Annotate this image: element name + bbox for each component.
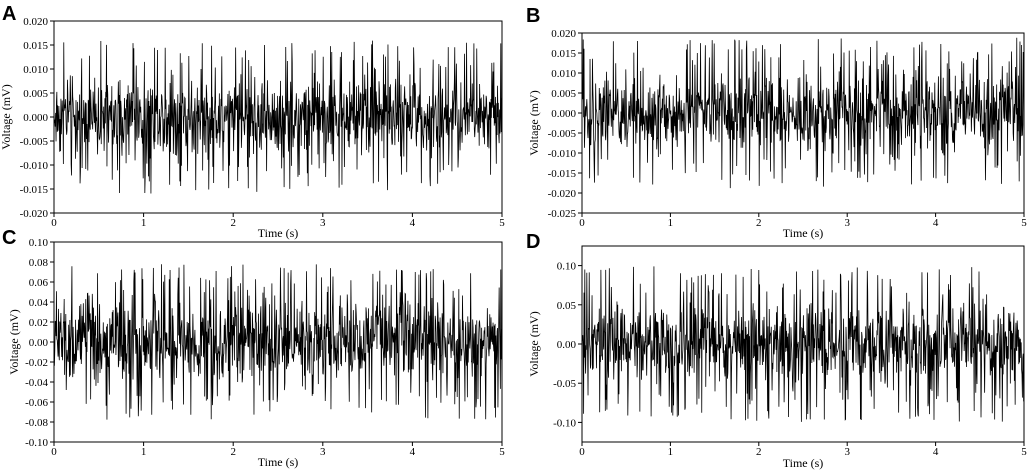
x-tick-label-c-1: 1 <box>141 446 147 458</box>
y-tick-label-d-4: -0.10 <box>553 417 576 429</box>
y-tick-label-b-8: -0.020 <box>548 188 577 200</box>
y-tick-label-b-9: -0.025 <box>548 208 577 220</box>
y-tick-label-b-3: 0.005 <box>551 88 576 100</box>
x-tick-label-b-0: 0 <box>579 217 585 229</box>
x-tick-label-b-5: 5 <box>1021 217 1027 229</box>
y-tick-label-d-2: 0.00 <box>557 339 577 351</box>
y-tick-label-a-8: -0.020 <box>20 208 49 220</box>
x-tick-label-d-4: 4 <box>933 446 939 458</box>
x-tick-label-c-2: 2 <box>230 446 236 458</box>
y-tick-label-b-0: 0.020 <box>551 28 576 40</box>
signal-trace-a <box>53 40 503 194</box>
y-tick-label-c-10: -0.10 <box>25 437 48 449</box>
panel-letter-a: A <box>2 3 16 25</box>
y-tick-label-d-0: 0.10 <box>557 261 577 273</box>
x-axis-title-d: Time (s) <box>783 456 824 470</box>
y-tick-label-c-8: -0.06 <box>25 397 48 409</box>
x-tick-label-c-0: 0 <box>51 446 57 458</box>
x-tick-label-d-2: 2 <box>756 446 762 458</box>
y-tick-label-a-6: -0.010 <box>20 160 49 172</box>
y-tick-label-b-4: 0.000 <box>551 108 576 120</box>
x-tick-label-a-5: 5 <box>499 217 505 229</box>
x-tick-label-a-3: 3 <box>320 217 326 229</box>
x-tick-label-a-0: 0 <box>51 217 57 229</box>
panel-letter-c: C <box>2 227 16 249</box>
x-tick-label-d-5: 5 <box>1021 446 1027 458</box>
x-tick-label-d-3: 3 <box>844 446 850 458</box>
x-tick-label-b-4: 4 <box>933 217 939 229</box>
y-axis-title-b: Voltage (mV) <box>527 90 541 155</box>
y-tick-label-b-5: -0.005 <box>548 128 577 140</box>
y-tick-label-b-7: -0.015 <box>548 168 577 180</box>
y-tick-label-a-0: 0.020 <box>23 16 48 28</box>
y-tick-label-c-5: 0.00 <box>29 337 49 349</box>
y-tick-label-b-2: 0.010 <box>551 68 576 80</box>
x-axis-title-c: Time (s) <box>258 455 299 469</box>
y-tick-label-c-1: 0.08 <box>29 257 49 269</box>
x-tick-label-a-1: 1 <box>141 217 147 229</box>
y-tick-label-d-1: 0.05 <box>557 300 577 312</box>
signal-trace-c <box>53 264 503 420</box>
x-tick-label-b-2: 2 <box>756 217 762 229</box>
x-tick-label-c-3: 3 <box>320 446 326 458</box>
x-tick-label-b-3: 3 <box>844 217 850 229</box>
y-tick-label-c-6: -0.02 <box>25 357 48 369</box>
panel-b: B 0 1 2 3 4 5 0.020 0.015 0.010 0.005 0.000 -0.005 -0… <box>526 5 1027 240</box>
panel-d: D 0 1 2 3 4 5 0.10 0.05 0.00 -0.05 -0.10 Time (s) Vol… <box>526 231 1027 470</box>
y-tick-label-c-4: 0.02 <box>29 317 48 329</box>
panel-letter-d: D <box>526 231 540 253</box>
signal-trace-d <box>581 266 1025 422</box>
y-tick-label-a-1: 0.015 <box>23 40 48 52</box>
x-tick-label-c-5: 5 <box>499 446 505 458</box>
panel-a: A 0 1 2 3 4 5 0.020 0.015 0.010 0.005 0.000 -0.005 -0… <box>0 3 505 240</box>
y-tick-label-a-7: -0.015 <box>20 184 49 196</box>
y-tick-label-a-5: -0.005 <box>20 136 49 148</box>
y-tick-label-c-7: -0.04 <box>25 377 48 389</box>
y-tick-label-b-1: 0.015 <box>551 48 576 60</box>
y-tick-label-d-3: -0.05 <box>553 378 576 390</box>
plot-frame-b <box>581 32 1025 214</box>
panel-c: C 0 1 2 3 4 5 0.10 0.08 0.06 0.04 0.02 0.00 -0.02 -0.0… <box>2 227 505 469</box>
x-tick-label-b-1: 1 <box>668 217 674 229</box>
signal-trace-b <box>581 37 1025 189</box>
y-axis-title-a: Voltage (mV) <box>0 84 13 149</box>
y-axis-title-c: Voltage (mV) <box>7 309 21 374</box>
x-axis-title-a: Time (s) <box>258 226 299 240</box>
panel-letter-b: B <box>526 5 540 27</box>
y-tick-label-a-4: 0.000 <box>23 112 48 124</box>
x-tick-label-a-2: 2 <box>230 217 236 229</box>
y-tick-label-a-2: 0.010 <box>23 64 48 76</box>
x-tick-label-c-4: 4 <box>410 446 416 458</box>
y-tick-label-b-6: -0.010 <box>548 148 577 160</box>
y-tick-label-c-3: 0.04 <box>29 297 49 309</box>
y-tick-label-c-2: 0.06 <box>29 277 49 289</box>
x-tick-label-a-4: 4 <box>410 217 416 229</box>
x-axis-title-b: Time (s) <box>783 226 824 240</box>
x-tick-label-d-0: 0 <box>579 446 585 458</box>
y-tick-label-a-3: 0.005 <box>23 88 48 100</box>
y-tick-label-c-9: -0.08 <box>25 417 48 429</box>
x-tick-label-d-1: 1 <box>668 446 674 458</box>
y-axis-title-d: Voltage (mV) <box>527 311 541 376</box>
y-tick-label-c-0: 0.10 <box>29 237 49 249</box>
